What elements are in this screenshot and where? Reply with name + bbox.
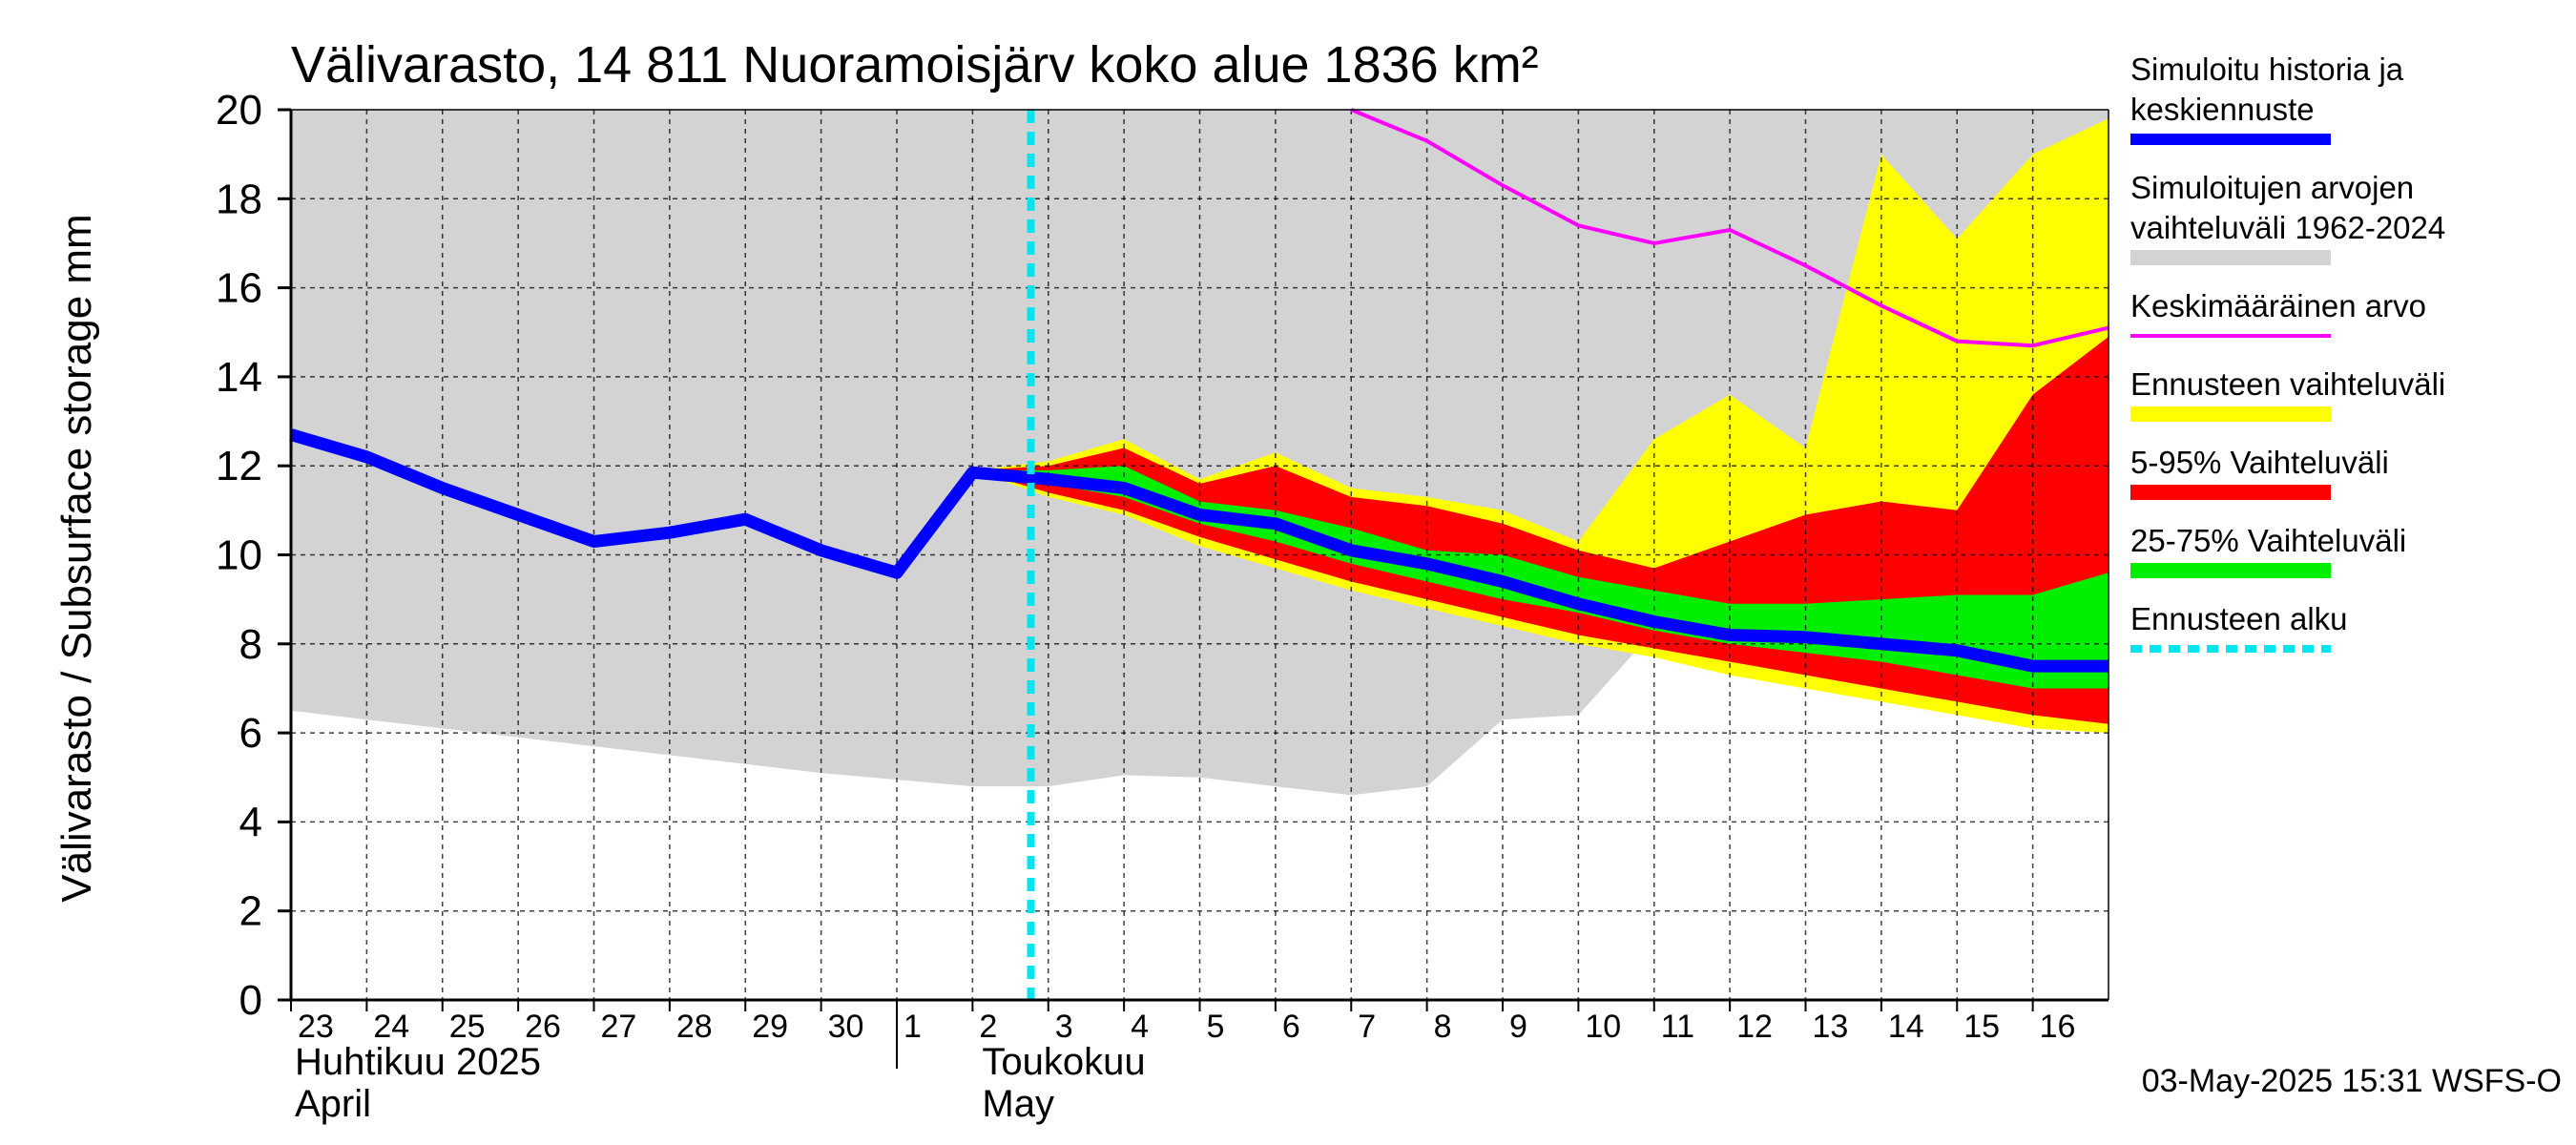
legend-label: Ennusteen alku (2130, 601, 2348, 636)
legend-label: Simuloitu historia ja (2130, 52, 2404, 87)
legend-label: keskiennuste (2130, 92, 2315, 127)
x-tick-label: 27 (601, 1009, 637, 1045)
mean-value-line (1350, 108, 2109, 348)
y-tick-label: 6 (239, 710, 262, 757)
x-tick-label: 10 (1585, 1009, 1621, 1045)
x-tick-label: 15 (1963, 1009, 2000, 1045)
x-tick-label: 6 (1282, 1009, 1300, 1045)
y-tick-label: 10 (216, 532, 262, 579)
footer-timestamp: 03-May-2025 15:31 WSFS-O (2142, 1063, 2562, 1099)
y-tick-label: 8 (239, 621, 262, 668)
legend-label: Ennusteen vaihteluväli (2130, 366, 2445, 402)
y-tick-label: 14 (216, 354, 262, 401)
legend-label: 25-75% Vaihteluväli (2130, 523, 2406, 558)
x-tick-label: 16 (2040, 1009, 2076, 1045)
y-tick-label: 12 (216, 443, 262, 489)
x-tick-label: 12 (1736, 1009, 1773, 1045)
legend-label: Keskimääräinen arvo (2130, 288, 2426, 323)
x-tick-label: 23 (298, 1009, 334, 1045)
month-label: Toukokuu (982, 1041, 1145, 1083)
x-tick-label: 26 (525, 1009, 561, 1045)
median-forecast-line (289, 428, 2109, 673)
x-tick-label: 8 (1434, 1009, 1452, 1045)
x-tick-label: 7 (1358, 1009, 1376, 1045)
y-tick-label: 2 (239, 888, 262, 935)
month-label-english: April (295, 1083, 371, 1125)
x-tick-label: 9 (1509, 1009, 1527, 1045)
month-label-english: May (982, 1083, 1054, 1125)
y-axis-label: Välivarasto / Subsurface storage mm (53, 214, 100, 902)
x-tick-label: 5 (1207, 1009, 1225, 1045)
y-tick-label: 16 (216, 265, 262, 312)
x-tick-label: 11 (1661, 1009, 1694, 1045)
legend-label: vaihteluväli 1962-2024 (2130, 210, 2445, 245)
x-tick-label: 2 (979, 1009, 997, 1045)
x-tick-label: 1 (904, 1009, 922, 1045)
x-tick-label: 3 (1055, 1009, 1073, 1045)
x-tick-label: 25 (449, 1009, 486, 1045)
month-label: Huhtikuu 2025 (295, 1041, 541, 1083)
y-tick-label: 18 (216, 176, 262, 222)
x-tick-label: 30 (828, 1009, 864, 1045)
x-tick-label: 28 (676, 1009, 713, 1045)
legend-label: 5-95% Vaihteluväli (2130, 445, 2389, 480)
x-tick-label: 4 (1131, 1009, 1149, 1045)
chart-title: Välivarasto, 14 811 Nuoramoisjärv koko a… (291, 36, 1539, 94)
x-tick-label: 29 (752, 1009, 788, 1045)
legend-label: Simuloitujen arvojen (2130, 170, 2414, 205)
y-tick-label: 0 (239, 977, 262, 1024)
x-tick-label: 24 (373, 1009, 409, 1045)
y-tick-label: 4 (239, 799, 262, 845)
y-tick-label: 20 (216, 87, 262, 134)
x-tick-label: 13 (1813, 1009, 1849, 1045)
x-tick-label: 14 (1888, 1009, 1924, 1045)
